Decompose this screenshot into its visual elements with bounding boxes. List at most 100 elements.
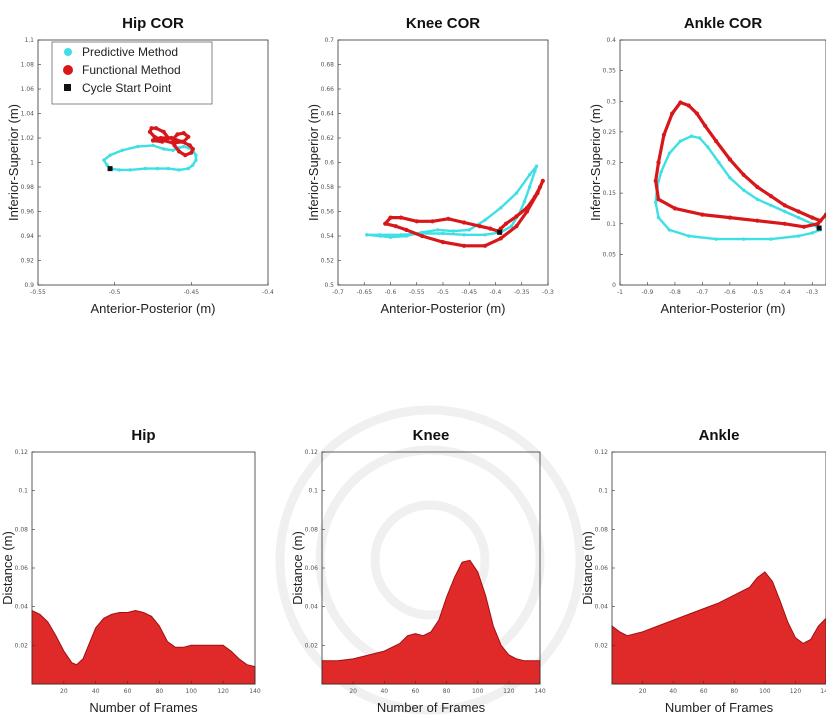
y-axis-label: Inferior-Superior (m) <box>588 104 603 221</box>
y-axis-label: Inferior-Superior (m) <box>6 104 21 221</box>
x-tick-label: -0.3 <box>806 289 818 296</box>
y-axis-label: Distance (m) <box>580 531 595 605</box>
legend-label: Functional Method <box>82 63 181 77</box>
legend-swatch <box>64 84 71 91</box>
series-functional-method <box>653 100 826 229</box>
x-tick-label: -0.7 <box>697 289 709 296</box>
y-tick-label: 1.02 <box>21 135 35 142</box>
chart-title: Ankle <box>699 427 740 444</box>
x-tick-label: 120 <box>790 688 802 695</box>
y-tick-label: 0 <box>612 282 616 289</box>
y-tick-label: 0.64 <box>321 111 335 118</box>
chart-title: Hip COR <box>122 15 184 32</box>
area-series <box>321 559 541 685</box>
x-tick-label: -0.7 <box>332 289 344 296</box>
x-tick-label: 120 <box>217 688 229 695</box>
x-tick-label: 60 <box>700 688 708 695</box>
chart-ankle-cor: Ankle COR -1 -0.9 -0.8 -0.7 -0.6 -0.5 -0.4 -0.3 0… <box>588 15 826 316</box>
legend-swatch <box>63 65 73 75</box>
y-tick-label: 0.9 <box>24 282 34 289</box>
plot-frame <box>337 39 549 286</box>
y-tick-label: 0.2 <box>606 160 616 167</box>
x-tick-label: 140 <box>534 688 546 695</box>
y-tick-label: 0.04 <box>595 604 609 611</box>
y-axis-label: Inferior-Superior (m) <box>306 104 321 221</box>
y-tick-label: 0.52 <box>321 258 335 265</box>
chart-title: Knee <box>413 427 450 444</box>
y-tick-label: 0.1 <box>308 488 318 495</box>
x-tick-label: -0.65 <box>356 289 372 296</box>
y-tick-label: 0.12 <box>15 449 29 456</box>
series-line <box>366 165 538 239</box>
x-tick-label: 140 <box>820 688 826 695</box>
legend-label: Cycle Start Point <box>82 81 172 95</box>
y-tick-label: 0.54 <box>321 233 335 240</box>
y-axis-label: Distance (m) <box>0 531 15 605</box>
legend-swatch <box>64 48 72 56</box>
cycle-start-marker <box>816 225 822 231</box>
x-tick-label: -0.4 <box>779 289 791 296</box>
chart-hip-cor: Hip COR -0.55 -0.5 -0.45 -0.4 0.9 0.92 0.94 0.96… <box>6 15 274 316</box>
x-tick-label: -0.4 <box>490 289 502 296</box>
x-tick-label: 40 <box>669 688 677 695</box>
x-tick-label: -1 <box>617 289 623 296</box>
y-tick-label: 0.02 <box>305 642 319 649</box>
x-tick-label: 80 <box>730 688 738 695</box>
y-tick-label: 0.12 <box>595 449 609 456</box>
y-tick-label: 0.5 <box>324 282 334 289</box>
x-tick-label: -0.3 <box>542 289 554 296</box>
x-axis-label: Number of Frames <box>665 700 774 715</box>
y-tick-label: 0.58 <box>321 184 335 191</box>
x-tick-label: 20 <box>60 688 68 695</box>
x-tick-label: -0.45 <box>461 289 477 296</box>
series-functional-method <box>383 178 545 248</box>
x-tick-label: -0.5 <box>437 289 449 296</box>
series-line <box>148 126 195 157</box>
x-tick-label: 80 <box>443 688 451 695</box>
y-tick-label: 0.08 <box>595 526 609 533</box>
y-tick-label: 0.1 <box>598 488 608 495</box>
x-tick-label: 60 <box>412 688 420 695</box>
x-tick-label: -0.4 <box>262 289 274 296</box>
x-tick-label: -0.5 <box>109 289 121 296</box>
series-line <box>384 179 545 248</box>
x-axis-label: Number of Frames <box>377 700 486 715</box>
chart-title: Knee COR <box>406 15 480 32</box>
y-tick-label: 0.15 <box>603 190 617 197</box>
x-axis-label: Number of Frames <box>89 700 198 715</box>
x-tick-label: -0.45 <box>184 289 200 296</box>
y-tick-label: 0.04 <box>305 604 319 611</box>
area-series <box>611 571 826 685</box>
x-tick-label: 100 <box>759 688 771 695</box>
cycle-start-marker <box>107 166 113 172</box>
y-tick-label: 0.08 <box>15 526 29 533</box>
y-tick-label: 1.1 <box>24 37 34 44</box>
y-tick-label: 0.06 <box>305 565 319 572</box>
y-tick-label: 1.08 <box>21 62 35 69</box>
x-tick-label: -0.9 <box>642 289 654 296</box>
y-tick-label: 0.06 <box>15 565 29 572</box>
y-tick-label: 0.98 <box>21 184 35 191</box>
chart-knee-cor: Knee COR -0.7 -0.65 -0.6 -0.55 -0.5 -0.45 -0.4 -… <box>306 15 554 316</box>
y-tick-label: 0.66 <box>321 86 335 93</box>
y-tick-label: 0.25 <box>603 129 617 136</box>
series-line <box>654 100 826 229</box>
series-line <box>102 144 198 172</box>
y-tick-label: 0.4 <box>606 37 616 44</box>
x-tick-label: 60 <box>124 688 132 695</box>
chart-ankle: Ankle 20 40 60 80 100 120 140 0.02 0.04 0.06 0.08 0.… <box>580 427 826 715</box>
y-tick-label: 1.04 <box>21 111 35 118</box>
x-tick-label: 20 <box>639 688 647 695</box>
y-tick-label: 0.02 <box>595 642 609 649</box>
x-tick-label: 20 <box>349 688 357 695</box>
x-tick-label: 100 <box>472 688 484 695</box>
x-tick-label: -0.6 <box>385 289 397 296</box>
x-tick-label: -0.8 <box>669 289 681 296</box>
y-tick-label: 0.3 <box>606 98 616 105</box>
chart-knee: Knee 20 40 60 80 100 120 140 0.02 0.04 0.06 0.08 0.1… <box>290 427 546 715</box>
y-tick-label: 0.1 <box>18 488 28 495</box>
y-tick-label: 0.7 <box>324 37 334 44</box>
x-tick-label: -0.55 <box>409 289 425 296</box>
legend-box <box>51 41 213 105</box>
